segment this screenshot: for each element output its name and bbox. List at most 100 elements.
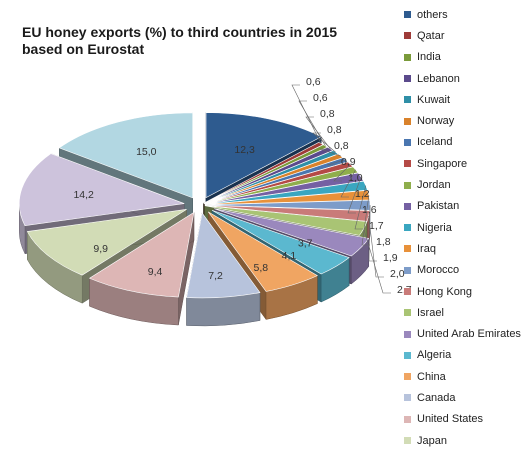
legend-swatch bbox=[404, 11, 411, 19]
pie-slice bbox=[186, 212, 261, 299]
data-label: 2,0 bbox=[390, 268, 405, 280]
pie-slice bbox=[211, 209, 350, 275]
data-label: 5,8 bbox=[254, 262, 269, 274]
data-label: 9,9 bbox=[93, 243, 108, 255]
legend-label: Norway bbox=[417, 115, 455, 128]
pie-slice bbox=[205, 112, 322, 199]
legend-label: India bbox=[417, 51, 441, 64]
leader-line bbox=[319, 148, 341, 157]
data-label: 0,8 bbox=[320, 108, 335, 120]
legend-swatch bbox=[404, 330, 411, 338]
pie-slice bbox=[88, 211, 195, 298]
legend-item: Iraq bbox=[404, 238, 522, 259]
legend-label: Japan bbox=[417, 434, 447, 447]
legend-label: Canada bbox=[417, 391, 456, 404]
legend-label: Lebanon bbox=[417, 72, 460, 85]
legend-swatch bbox=[404, 75, 411, 83]
legend-item: United States bbox=[404, 409, 522, 430]
legend-label: Singapore bbox=[417, 157, 468, 170]
leader-line bbox=[312, 132, 336, 153]
legend-label: Iceland bbox=[417, 136, 453, 149]
leader-line bbox=[305, 116, 331, 149]
data-label: 15,0 bbox=[136, 146, 157, 158]
legend-item: Norway bbox=[404, 110, 522, 131]
legend-swatch bbox=[404, 245, 411, 253]
legend-swatch bbox=[404, 53, 411, 61]
legend-item: Canada bbox=[404, 387, 522, 408]
data-label: 3,7 bbox=[298, 238, 313, 250]
legend-label: United Arab Emirates bbox=[417, 328, 521, 341]
legend-item: Japan bbox=[404, 430, 522, 451]
data-label: 4,1 bbox=[282, 250, 297, 262]
legend-item: Singapore bbox=[404, 153, 522, 174]
data-label: 0,8 bbox=[334, 140, 349, 152]
leader-line bbox=[368, 215, 384, 278]
legend-label: Qatar bbox=[417, 29, 445, 42]
chart-legend: others Qatar India Lebanon Kuwait Norway Icela… bbox=[404, 4, 522, 451]
legend-item: Qatar bbox=[404, 25, 522, 46]
legend-swatch bbox=[404, 202, 411, 210]
legend-item: others bbox=[404, 4, 522, 25]
legend-label: Jordan bbox=[417, 179, 451, 192]
legend-item: China bbox=[404, 366, 522, 387]
legend-swatch bbox=[404, 288, 411, 295]
legend-item: Lebanon bbox=[404, 68, 522, 89]
data-label: 7,2 bbox=[208, 270, 223, 282]
legend-swatch bbox=[404, 96, 411, 104]
data-label: 0,6 bbox=[313, 92, 328, 104]
pie-slice bbox=[58, 112, 194, 199]
leader-line bbox=[347, 176, 362, 214]
data-label: 12,3 bbox=[234, 144, 255, 156]
legend-label: Morocco bbox=[417, 264, 460, 277]
leader-line bbox=[363, 228, 391, 294]
legend-swatch bbox=[404, 117, 411, 125]
pie-slice bbox=[207, 211, 318, 292]
legend-label: Israel bbox=[417, 306, 444, 319]
legend-swatch bbox=[404, 32, 411, 40]
legend-item: India bbox=[404, 47, 522, 68]
chart-title: EU honey exports (%) to third countries … bbox=[22, 24, 338, 57]
legend-label: Nigeria bbox=[417, 221, 452, 234]
legend-label: Algeria bbox=[417, 349, 452, 362]
pie-slice bbox=[18, 153, 185, 227]
legend-swatch bbox=[404, 160, 411, 168]
data-label: 0,8 bbox=[327, 124, 342, 136]
legend-item: Jordan bbox=[404, 174, 522, 195]
data-label: 1,2 bbox=[355, 188, 370, 200]
legend-label: United States bbox=[417, 413, 484, 426]
leader-line bbox=[354, 185, 367, 230]
legend-item: Morocco bbox=[404, 260, 522, 281]
legend-label: others bbox=[417, 8, 448, 21]
data-label: 1,6 bbox=[362, 204, 377, 216]
legend-swatch bbox=[404, 373, 411, 381]
legend-label: Kuwait bbox=[417, 93, 451, 106]
legend-swatch bbox=[404, 309, 411, 317]
legend-item: Hong Kong bbox=[404, 281, 522, 302]
data-label: 9,4 bbox=[148, 266, 163, 278]
legend-item: Pakistan bbox=[404, 196, 522, 217]
data-label: 1,0 bbox=[348, 172, 363, 184]
data-label: 1,8 bbox=[376, 236, 391, 248]
legend-swatch bbox=[404, 138, 411, 146]
data-label: 1,9 bbox=[383, 252, 398, 264]
leader-line bbox=[361, 195, 370, 246]
legend-item: United Arab Emirates bbox=[404, 323, 522, 344]
legend-swatch bbox=[404, 437, 411, 445]
legend-swatch bbox=[404, 224, 411, 232]
legend-item: Iceland bbox=[404, 132, 522, 153]
data-label: 0,9 bbox=[341, 156, 356, 168]
leader-line bbox=[340, 169, 356, 198]
legend-swatch bbox=[404, 181, 411, 189]
legend-item: Algeria bbox=[404, 345, 522, 366]
legend-swatch bbox=[404, 394, 411, 402]
data-label: 1,7 bbox=[369, 220, 384, 232]
legend-swatch bbox=[404, 415, 411, 423]
legend-item: Israel bbox=[404, 302, 522, 323]
legend-label: China bbox=[417, 370, 446, 383]
legend-swatch bbox=[404, 351, 411, 359]
leader-line bbox=[333, 164, 351, 182]
legend-label: Iraq bbox=[417, 242, 436, 255]
pie-slice bbox=[204, 205, 368, 236]
data-label: 0,6 bbox=[306, 76, 321, 88]
